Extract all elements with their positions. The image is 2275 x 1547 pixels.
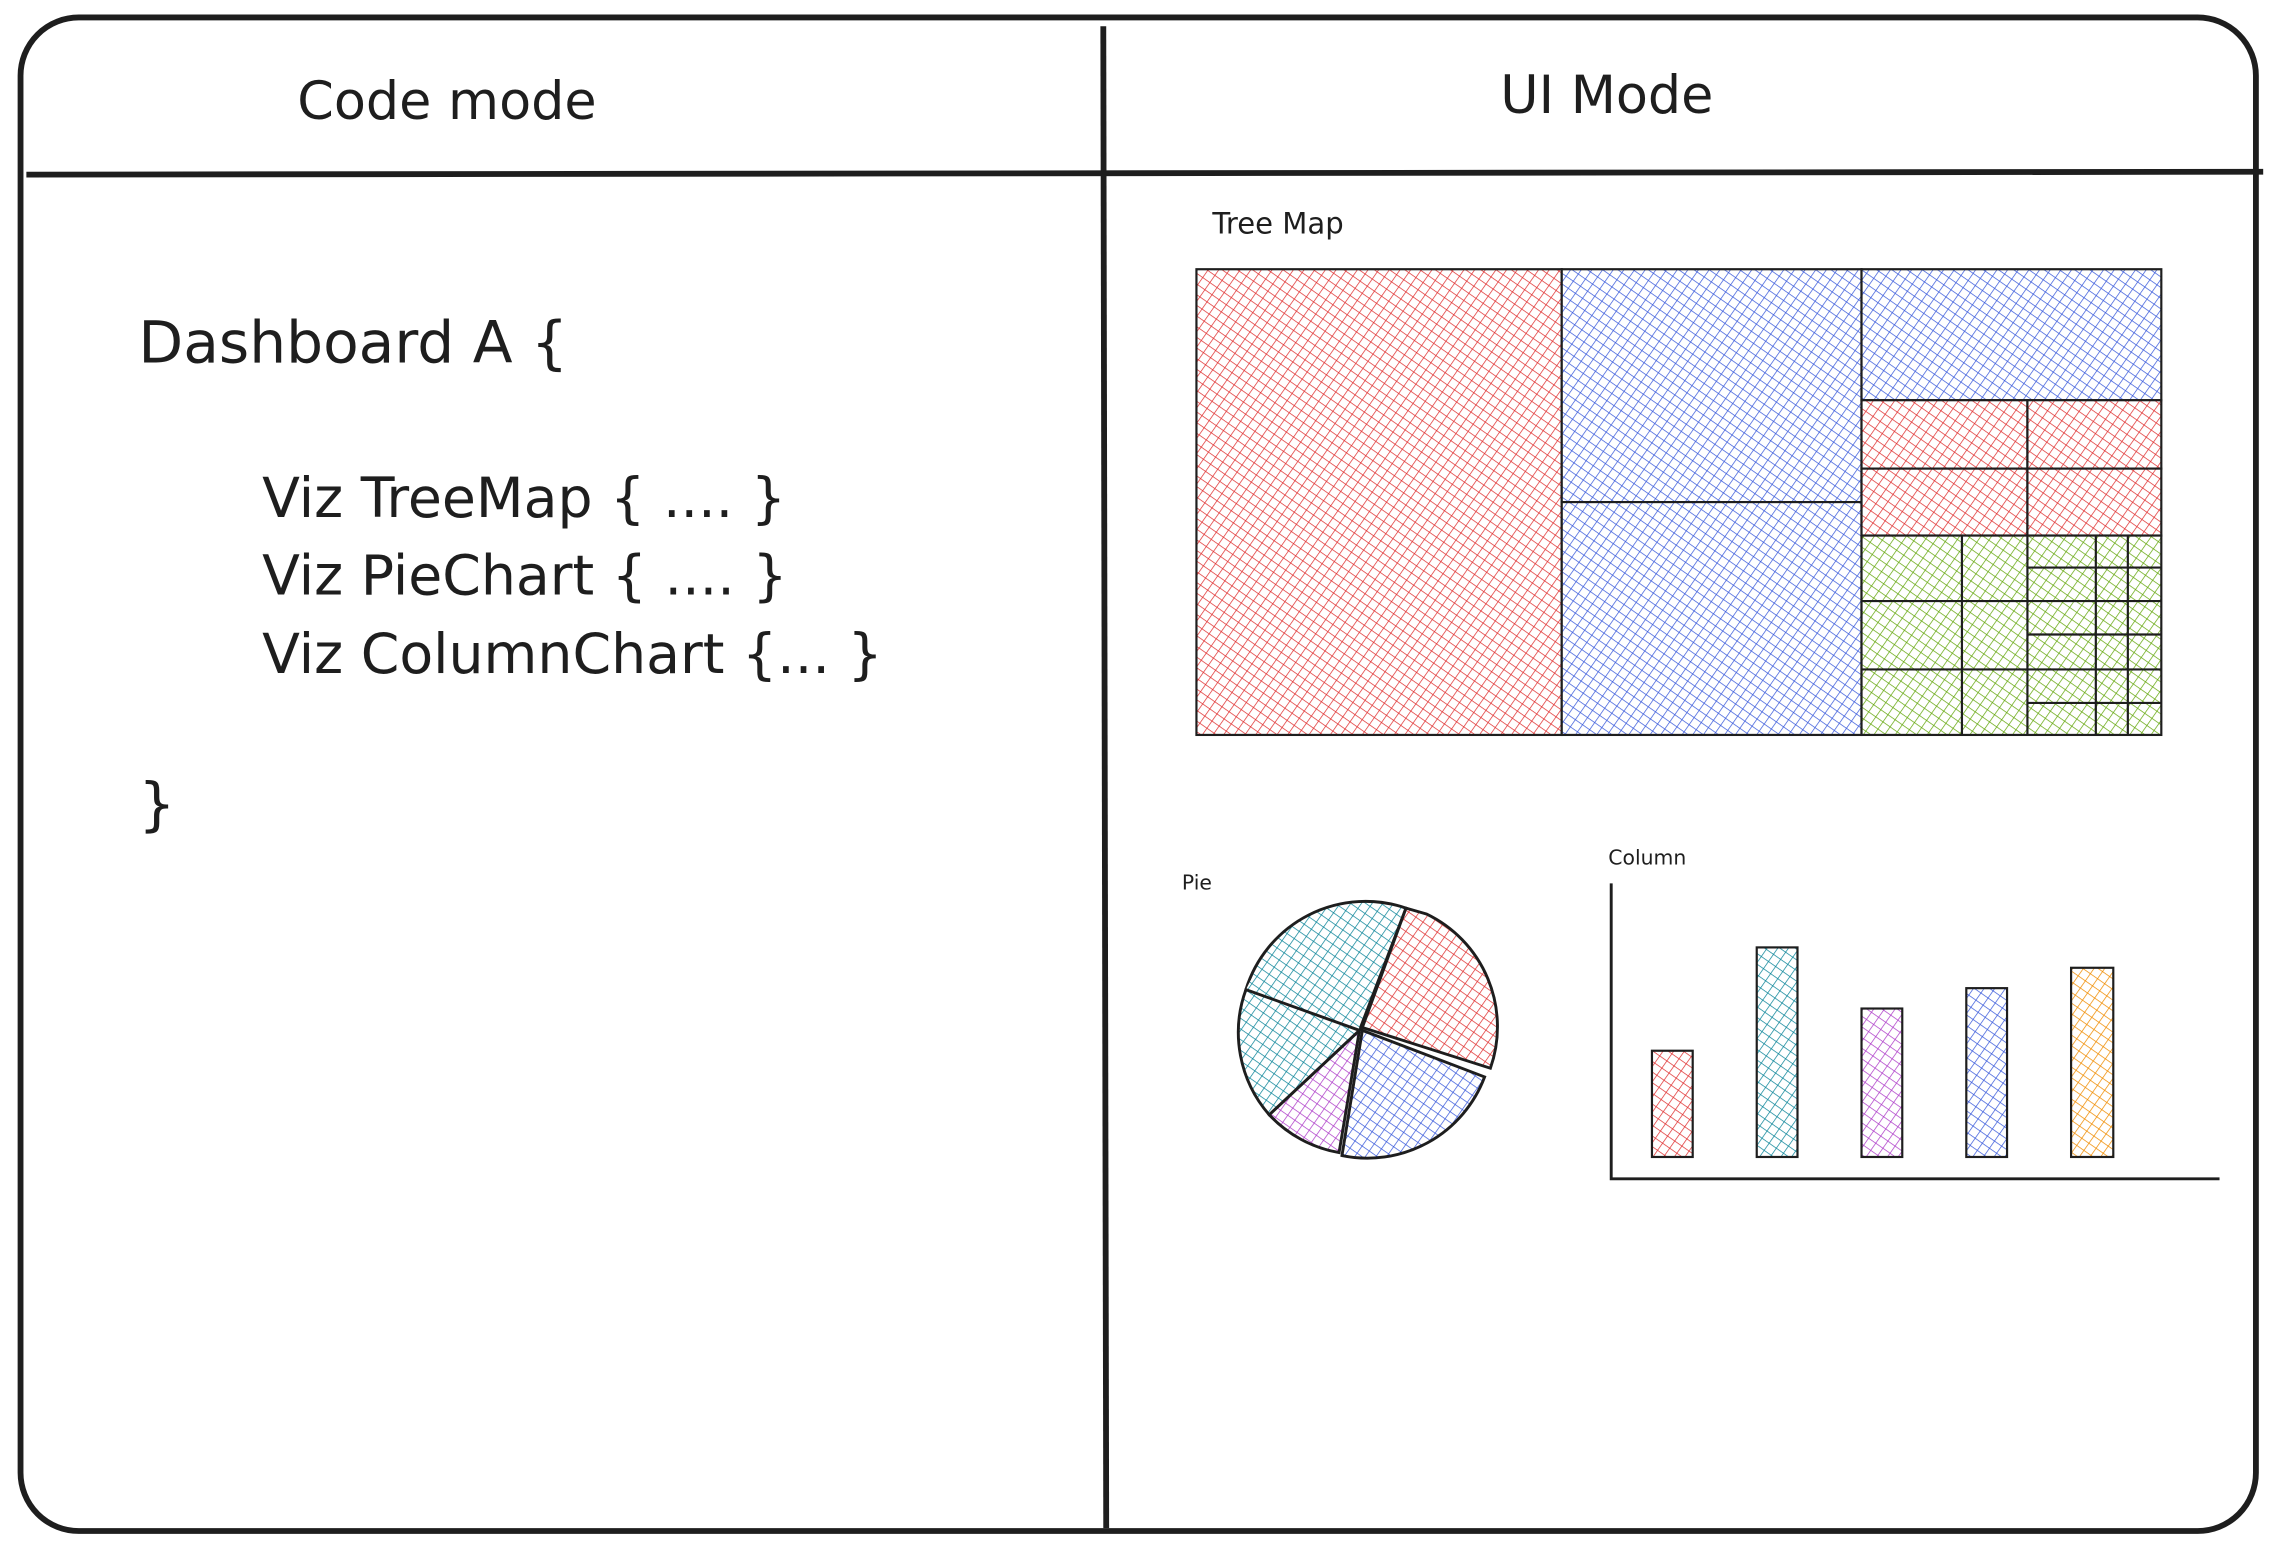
- column: [1650, 1049, 1694, 1159]
- code-line: Viz PieChart { .... }: [262, 544, 787, 608]
- treemap-cell: [1560, 500, 1863, 737]
- code-line: Viz ColumnChart {... }: [262, 623, 883, 687]
- treemap-cell: [2026, 399, 2163, 470]
- pie: [1236, 900, 1499, 1160]
- pie-title: Pie: [1182, 870, 1212, 894]
- treemap: [1195, 268, 2163, 737]
- panel-title: UI Mode: [1500, 65, 1713, 126]
- column-title: Column: [1608, 846, 1686, 870]
- pie-slice: [1236, 987, 1363, 1117]
- code-line: Dashboard A {: [138, 308, 568, 376]
- divider: [1100, 26, 1110, 1529]
- column: [2069, 966, 2115, 1159]
- code-line: Viz TreeMap { .... }: [262, 467, 786, 531]
- header-line: [26, 168, 2264, 178]
- treemap-cell: [1195, 268, 1563, 737]
- column: [1860, 1007, 1904, 1159]
- treemap-cell: [1860, 268, 2163, 402]
- axes: [1609, 883, 2220, 1181]
- treemap-cell: [1860, 399, 2029, 470]
- treemap-cell: [2026, 467, 2163, 537]
- panel-title: Code mode: [297, 71, 596, 132]
- treemap-cell: [1560, 268, 1863, 504]
- pie-slice: [1267, 1026, 1362, 1155]
- code-line: }: [138, 770, 175, 838]
- pie-slice: [1340, 1028, 1487, 1160]
- treemap-cell: [1860, 467, 2029, 537]
- pie-slice-fill: [1245, 916, 1360, 1031]
- column: [1755, 946, 1799, 1159]
- pie-slice: [1360, 906, 1499, 1071]
- column-chart: [1609, 883, 2220, 1181]
- frame: [17, 14, 2259, 1534]
- treemap-grid: [1861, 535, 2162, 735]
- treemap-title: Tree Map: [1211, 207, 1343, 241]
- column: [1965, 987, 2009, 1159]
